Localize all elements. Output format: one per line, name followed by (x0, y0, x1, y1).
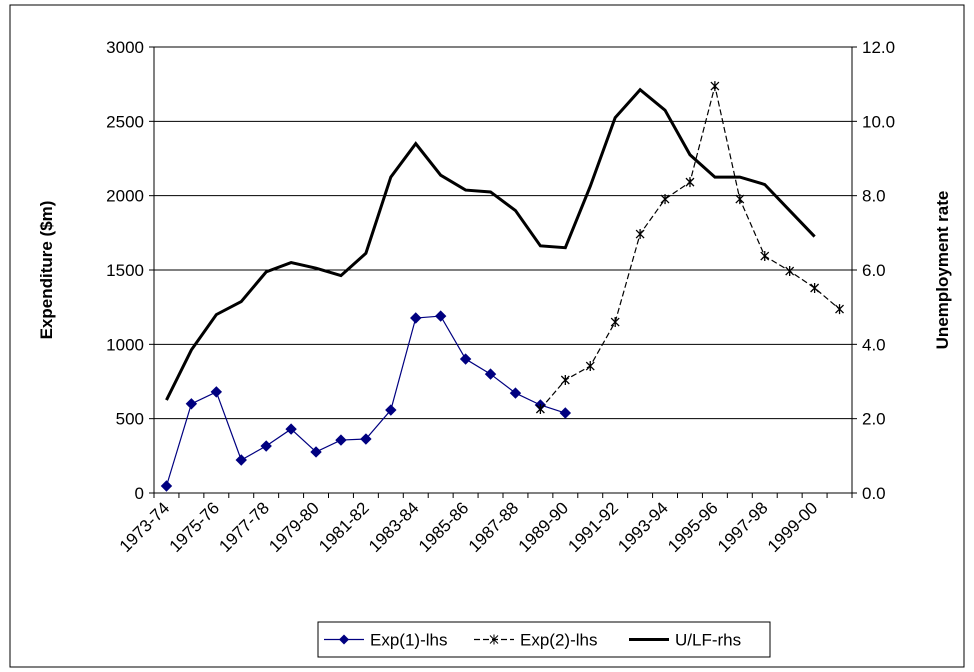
data-point (410, 312, 422, 324)
y-tick-label: 2000 (106, 187, 144, 206)
y2-tick-label: 2.0 (862, 410, 886, 429)
data-point (434, 310, 447, 322)
legend-label: Exp(2)-lhs (520, 631, 597, 650)
y2-tick-label: 12.0 (862, 38, 895, 57)
data-point (635, 229, 645, 240)
data-point (735, 194, 745, 205)
data-point (560, 375, 570, 386)
data-point (585, 361, 595, 372)
data-point (509, 387, 522, 399)
y-tick-label: 0 (135, 484, 144, 503)
legend-label: U/LF-rhs (675, 631, 741, 650)
data-point (360, 433, 372, 445)
y2-tick-label: 4.0 (862, 335, 886, 354)
y-tick-label: 500 (116, 410, 144, 429)
y2-tick-label: 8.0 (862, 187, 886, 206)
data-point (210, 386, 223, 398)
data-point (760, 251, 770, 262)
y2-tick-label: 10.0 (862, 112, 895, 131)
data-point (710, 81, 720, 92)
data-point (535, 404, 545, 415)
y2-tick-label: 0.0 (862, 484, 886, 503)
y-tick-label: 1000 (106, 335, 144, 354)
y-axis-title: Expenditure ($m) (37, 201, 56, 340)
data-point (310, 446, 322, 458)
y-tick-label: 2500 (106, 112, 144, 131)
legend-marker (339, 634, 349, 645)
data-point (835, 304, 844, 315)
data-point (610, 317, 620, 328)
y2-tick-label: 6.0 (862, 261, 886, 280)
data-point (810, 282, 820, 293)
data-point (285, 423, 297, 435)
series-line (165, 87, 816, 401)
data-point (185, 398, 198, 410)
legend-marker (489, 634, 499, 645)
data-point (385, 404, 397, 416)
legend-box (317, 621, 771, 658)
data-point (785, 266, 795, 277)
data-point (260, 440, 272, 452)
data-point (559, 407, 572, 419)
legend-label: Exp(1)-lhs (370, 631, 447, 650)
data-point (685, 177, 695, 188)
data-point (484, 368, 497, 380)
data-point (459, 353, 472, 365)
data-point (335, 434, 347, 446)
data-point (160, 480, 173, 492)
y2-axis-title: Unemployment rate (933, 191, 952, 350)
y-tick-label: 1500 (106, 261, 144, 280)
data-point (660, 194, 670, 205)
data-point (235, 454, 247, 466)
y-tick-label: 3000 (106, 38, 144, 57)
